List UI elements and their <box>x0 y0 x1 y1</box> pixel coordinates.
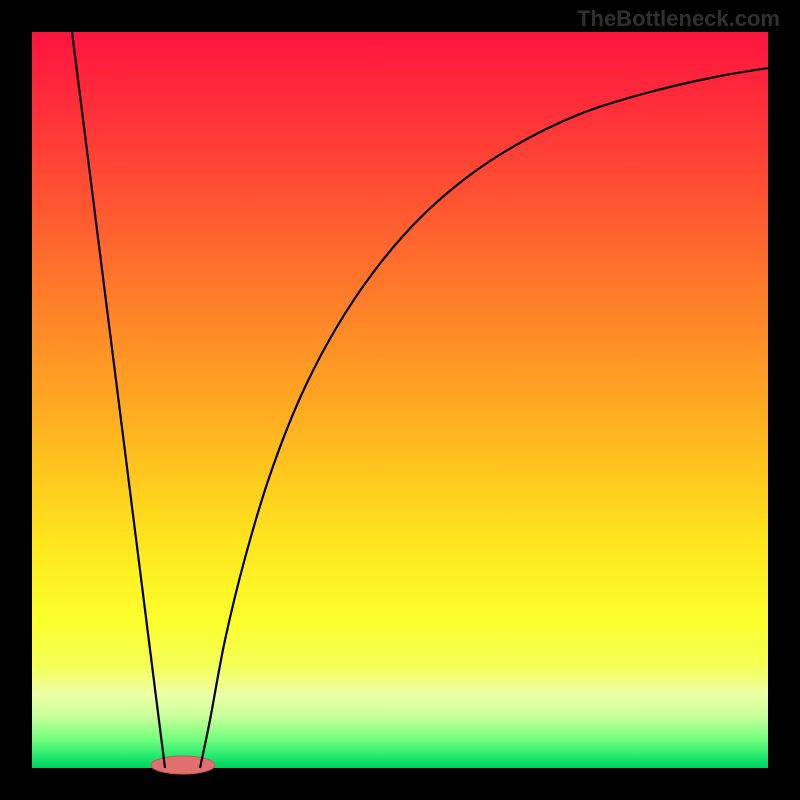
chart-svg <box>0 0 800 800</box>
plot-background <box>32 32 768 768</box>
minimum-marker <box>151 756 215 774</box>
watermark-label: TheBottleneck.com <box>577 6 780 32</box>
